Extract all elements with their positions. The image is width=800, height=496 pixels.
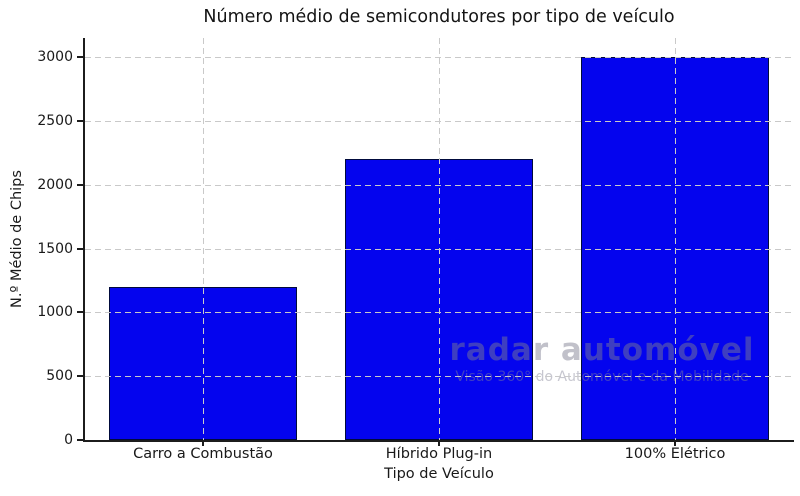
bar-2	[580, 57, 770, 440]
x-axis-label: Tipo de Veículo	[384, 466, 494, 482]
y-tick-mark-3000	[77, 56, 83, 59]
x-gridline-2	[675, 38, 676, 440]
y-tick-label-1500: 1500	[37, 240, 73, 257]
x-tick-label-2: 100% Elétrico	[624, 446, 726, 462]
bar-1	[344, 159, 534, 440]
x-tick-mark-1	[438, 440, 440, 446]
y-tick-label-0: 0	[64, 432, 73, 448]
x-gridline-1	[439, 38, 440, 440]
x-tick-label-1: Híbrido Plug-in	[385, 446, 493, 462]
chart-title: Número médio de semicondutores por tipo …	[203, 7, 675, 27]
plot-area	[83, 38, 794, 442]
y-tick-label-500: 500	[46, 368, 73, 385]
y-tick-mark-2000	[77, 183, 83, 186]
y-tick-mark-1000	[77, 311, 83, 314]
y-tick-mark-1500	[77, 247, 83, 250]
y-axis-spine	[83, 38, 85, 442]
y-tick-label-2000: 2000	[37, 176, 73, 193]
y-tick-label-3000: 3000	[37, 49, 73, 66]
x-tick-label-0: Carro a Combustão	[133, 446, 273, 462]
x-gridline-0	[203, 38, 204, 440]
y-tick-mark-500	[77, 375, 83, 378]
x-tick-mark-2	[674, 440, 676, 446]
y-tick-label-2500: 2500	[37, 112, 73, 129]
y-tick-label-1000: 1000	[37, 304, 73, 321]
y-tick-mark-2500	[77, 119, 83, 122]
x-tick-mark-0	[202, 440, 204, 446]
y-tick-mark-0	[77, 439, 83, 441]
